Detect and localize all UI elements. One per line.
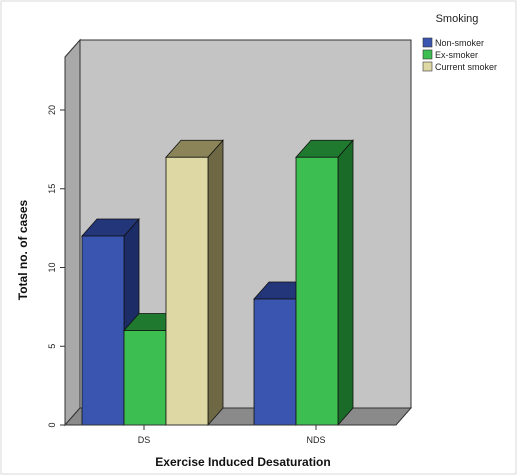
y-tick-label: 20: [47, 105, 57, 115]
y-tick-label: 5: [47, 344, 57, 349]
y-axis: 0 5 10 15 20: [47, 105, 65, 428]
y-tick-label: 0: [47, 422, 57, 427]
legend-label: Non-smoker: [435, 38, 484, 48]
x-tick-label: NDS: [306, 435, 325, 445]
bars: [81, 139, 354, 427]
x-axis: DS NDS: [65, 424, 396, 445]
legend-label: Current smoker: [435, 62, 497, 72]
legend-swatch: [422, 37, 433, 48]
bar-ex-smoker-nds: [295, 139, 354, 427]
legend-title: Smoking: [436, 13, 479, 25]
bar-current-smoker-ds: [165, 139, 224, 427]
y-tick-label: 10: [47, 262, 57, 272]
y-axis-title: Total no. of cases: [16, 199, 30, 300]
x-axis-title: Exercise Induced Desaturation: [155, 455, 330, 469]
legend-label: Ex-smoker: [435, 50, 478, 60]
legend: Smoking Non-smoker Ex-smoker Current smoke…: [422, 13, 497, 72]
x-tick-label: DS: [138, 435, 151, 445]
legend-swatch: [422, 49, 433, 60]
y-tick-label: 15: [47, 184, 57, 194]
legend-swatch: [422, 61, 433, 72]
side-wall: [64, 38, 81, 427]
